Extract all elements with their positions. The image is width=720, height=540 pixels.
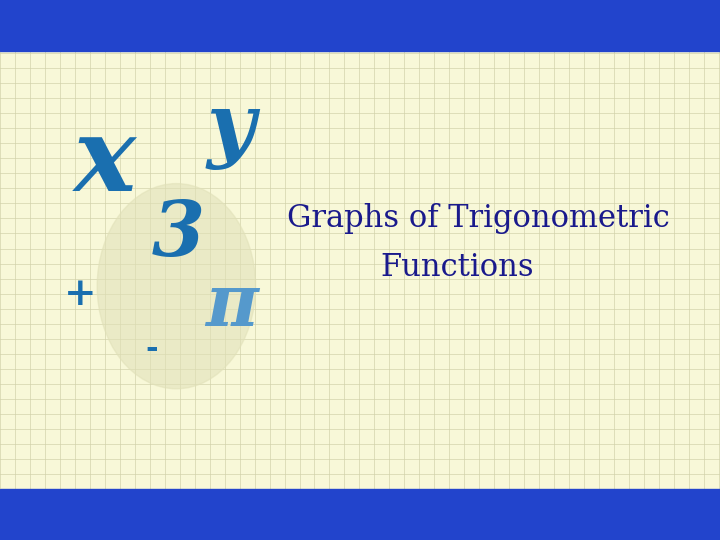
Text: Functions: Functions [380,252,534,283]
Text: x: x [73,111,135,213]
Text: y: y [206,90,255,170]
Bar [0,51,720,489]
Text: Graphs of Trigonometric: Graphs of Trigonometric [287,203,670,234]
Text: +: + [64,275,97,313]
Bar [0,489,720,540]
Text: π: π [205,269,258,341]
Text: -: - [145,333,158,364]
Text: 3: 3 [152,198,205,272]
Bar [0,0,720,51]
Ellipse shape [97,184,256,389]
